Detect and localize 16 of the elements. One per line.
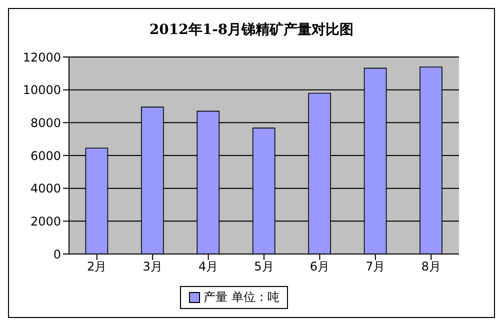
y-tick-label: 2000	[30, 214, 61, 228]
y-tick-label: 0	[53, 247, 61, 262]
x-tick-label: 8月	[421, 260, 441, 274]
y-tick-label: 10000	[22, 83, 61, 98]
y-tick-label: 8000	[30, 116, 61, 130]
x-tick-label: 5月	[254, 260, 274, 274]
chart-title: 2012年1-8月锑精矿产量对比图	[148, 21, 355, 39]
legend-label: 产量 单位：吨	[204, 289, 280, 306]
y-tick-label: 12000	[22, 50, 61, 64]
y-tick-label: 6000	[30, 148, 61, 163]
x-tick-label: 6月	[310, 260, 330, 274]
x-tick-label: 3月	[142, 260, 162, 274]
x-tick-label: 2月	[87, 260, 107, 274]
y-tick-label: 4000	[30, 182, 61, 196]
x-tick-label: 7月	[366, 260, 386, 274]
x-tick-label: 4月	[198, 260, 218, 274]
